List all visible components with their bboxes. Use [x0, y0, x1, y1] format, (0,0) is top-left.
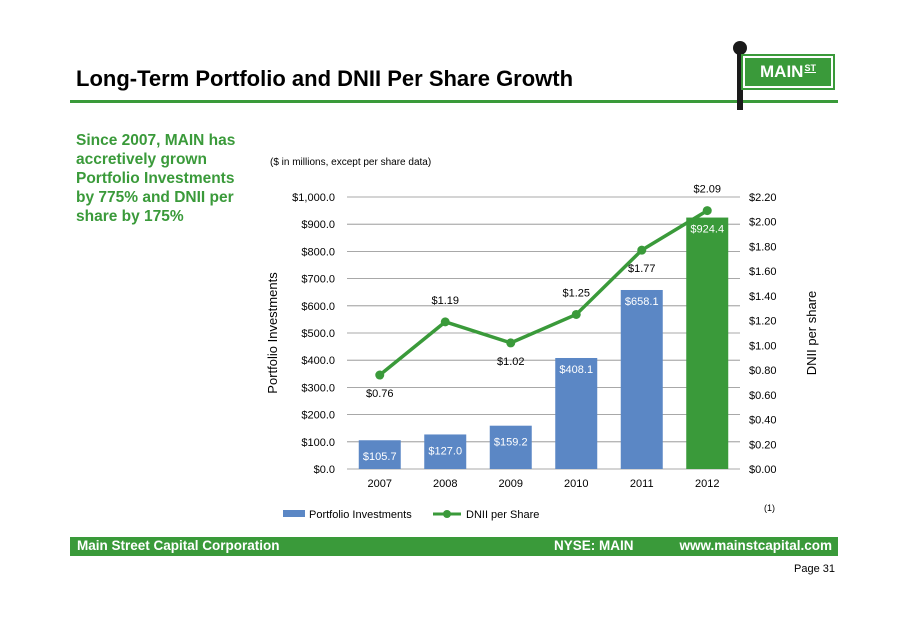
- y2-tick-label: $1.00: [749, 340, 777, 352]
- y2-tick-label: $1.20: [749, 316, 777, 328]
- dnii-point: [440, 317, 450, 327]
- chart-subtitle: ($ in millions, except per share data): [270, 157, 431, 168]
- legend-marker-line: [443, 510, 451, 518]
- y-tick-label: $800.0: [301, 246, 335, 258]
- legend-label-line: DNII per Share: [466, 509, 539, 521]
- bar: [489, 425, 532, 469]
- y2-tick-label: $1.80: [749, 241, 777, 253]
- logo-text: MAIN: [760, 62, 804, 81]
- y2-tick-label: $0.00: [749, 464, 777, 476]
- footer-ticker: NYSE: MAIN: [554, 538, 634, 553]
- sidebar-highlight: Since 2007, MAIN has accretively grown P…: [76, 132, 236, 225]
- dnii-point: [375, 370, 385, 380]
- footer-bar: Main Street Capital Corporation NYSE: MA…: [70, 537, 838, 556]
- x-tick-label: 2008: [433, 478, 457, 490]
- y2-tick-label: $0.80: [749, 365, 777, 377]
- bar-data-label: $408.1: [559, 364, 593, 376]
- legend-label-bars: Portfolio Investments: [309, 509, 412, 521]
- page-title: Long-Term Portfolio and DNII Per Share G…: [76, 66, 574, 91]
- dnii-point: [506, 338, 516, 348]
- y-tick-label: $200.0: [301, 410, 335, 422]
- y2-axis-title: DNII per share: [804, 291, 819, 376]
- y-axis-title: Portfolio Investments: [265, 272, 280, 394]
- bar-data-label: $159.2: [494, 437, 528, 449]
- bar: [620, 289, 663, 469]
- dnii-point: [702, 206, 712, 216]
- signpost-pole: [737, 48, 743, 110]
- y2-tick-label: $1.40: [749, 291, 777, 303]
- bar: [424, 434, 467, 469]
- y2-tick-label: $0.20: [749, 439, 777, 451]
- y-tick-label: $600.0: [301, 301, 335, 313]
- y-tick-label: $400.0: [301, 355, 335, 367]
- footer-company: Main Street Capital Corporation: [77, 538, 280, 553]
- line-series: $0.76 $1.19 $1.02 $1.25 $1.77 $2.09: [366, 184, 721, 400]
- footnote-marker: (1): [764, 503, 775, 513]
- bar-series: $105.7 $127.0 $159.2 $408.1 $658.1 $924.4: [358, 217, 729, 469]
- y2-tick-label: $0.60: [749, 390, 777, 402]
- x-tick-label: 2010: [564, 478, 588, 490]
- logo-superscript: ST: [804, 63, 816, 73]
- y2-tick-label: $0.40: [749, 415, 777, 427]
- bar-data-label: $127.0: [428, 445, 462, 457]
- dnii-point: [637, 245, 647, 255]
- legend-swatch-bars: [283, 510, 305, 517]
- y-tick-label: $700.0: [301, 274, 335, 286]
- x-tick-label: 2009: [499, 478, 523, 490]
- y-tick-label: $500.0: [301, 328, 335, 340]
- footer-website[interactable]: www.mainstcapital.com: [679, 538, 832, 553]
- y-tick-label: $100.0: [301, 437, 335, 449]
- bar: [358, 440, 401, 469]
- page-number: Page 31: [794, 563, 835, 575]
- y2-tick-label: $1.60: [749, 266, 777, 278]
- dnii-data-label: $1.77: [628, 263, 656, 275]
- y-tick-label: $300.0: [301, 382, 335, 394]
- dnii-data-label: $0.76: [366, 388, 394, 400]
- y-tick-label: $0.0: [314, 464, 335, 476]
- dnii-point: [571, 309, 581, 319]
- chart-legend: Portfolio Investments DNII per Share: [283, 509, 539, 521]
- x-tick-label: 2012: [695, 478, 719, 490]
- y2-tick-label: $2.00: [749, 217, 777, 229]
- y-tick-label: $1,000.0: [292, 192, 335, 204]
- x-tick-label: 2011: [630, 478, 654, 490]
- title-divider: [70, 100, 838, 103]
- dnii-data-label: $2.09: [693, 184, 721, 196]
- bar: [686, 217, 729, 469]
- x-tick-label: 2007: [368, 478, 392, 490]
- chart-grid: [347, 196, 740, 470]
- chart-axes: $0.0 $100.0 $200.0 $300.0 $400.0 $500.0 $600.0…: [292, 192, 776, 490]
- bar-data-label: $658.1: [625, 296, 659, 308]
- bar: [555, 357, 598, 469]
- combo-chart: ($ in millions, except per share data) $…: [265, 157, 819, 521]
- y-tick-label: $900.0: [301, 219, 335, 231]
- bar-data-label: $924.4: [690, 224, 724, 236]
- dnii-line: [378, 209, 709, 377]
- main-street-logo: MAIN ST: [700, 40, 840, 120]
- dnii-data-label: $1.02: [497, 356, 525, 368]
- y2-tick-label: $2.20: [749, 192, 777, 204]
- dnii-data-label: $1.25: [562, 287, 590, 299]
- logo-sign: MAIN ST: [741, 54, 835, 90]
- dnii-data-label: $1.19: [431, 295, 459, 307]
- bar-data-label: $105.7: [363, 451, 397, 463]
